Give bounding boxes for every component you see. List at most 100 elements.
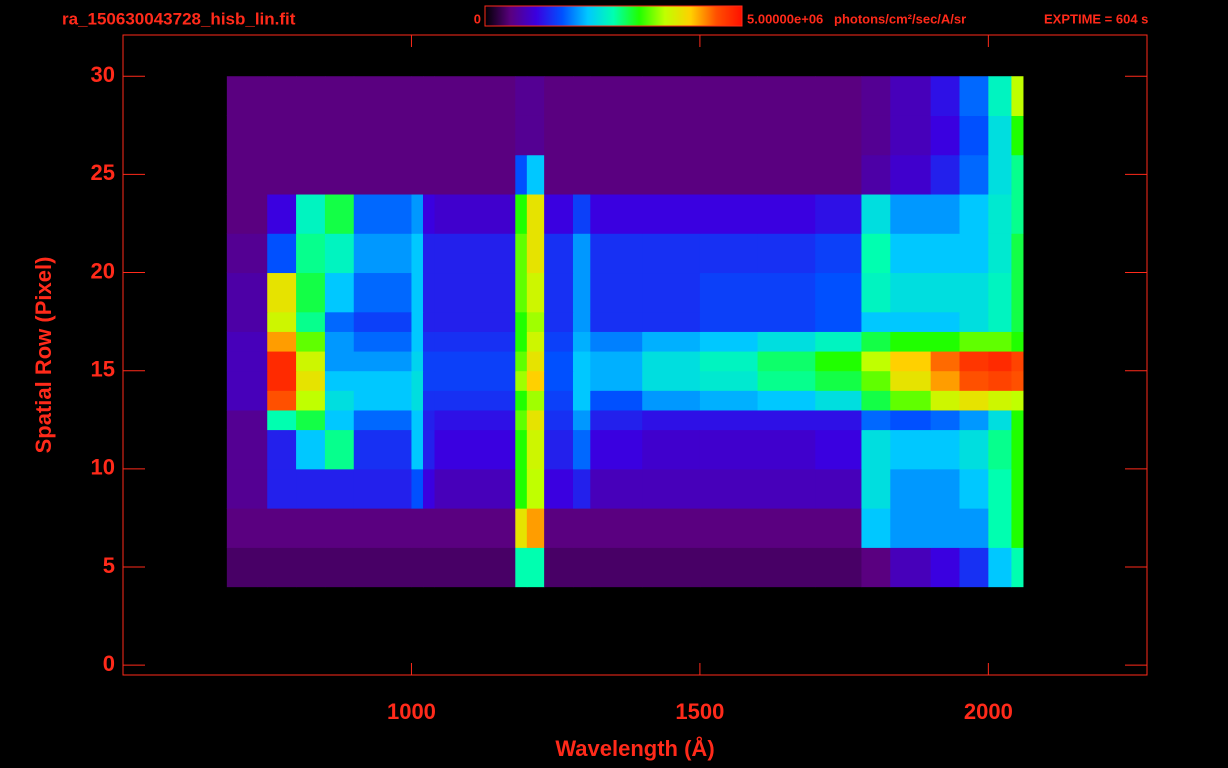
heatmap-cell: [959, 390, 989, 411]
heatmap-cell: [590, 115, 643, 156]
heatmap-cell: [434, 76, 516, 116]
heatmap-cell: [353, 194, 412, 234]
heatmap-cell: [226, 508, 268, 548]
heatmap-cell: [544, 194, 574, 234]
plot-frame: [122, 34, 1148, 676]
heatmap-cell: [959, 468, 989, 509]
heatmap-cell: [815, 331, 862, 352]
y-tick-label: 0: [103, 651, 115, 676]
heatmap-cell: [988, 351, 1012, 372]
heatmap-cell: [544, 468, 574, 509]
colorbar-min-label: 0: [474, 11, 481, 26]
heatmap-cell: [1011, 311, 1024, 332]
heatmap-cell: [590, 351, 643, 372]
heatmap-cell: [642, 429, 701, 470]
heatmap-cell: [988, 272, 1012, 313]
heatmap-cell: [422, 390, 436, 411]
heatmap-cell: [930, 115, 961, 156]
heatmap-cell: [959, 154, 989, 195]
heatmap-cell: [434, 429, 516, 470]
heatmap-cell: [890, 311, 932, 332]
heatmap-cell: [642, 351, 701, 372]
heatmap-cell: [422, 468, 436, 509]
heatmap-cell: [815, 409, 862, 431]
heatmap-cell: [590, 76, 643, 116]
heatmap-cell: [544, 351, 574, 372]
heatmap-cell: [353, 76, 412, 116]
heatmap-cell: [590, 370, 643, 391]
heatmap-cell: [422, 370, 436, 391]
heatmap-cell: [411, 115, 424, 156]
heatmap-cell: [411, 233, 424, 274]
heatmap-cell: [815, 508, 862, 548]
heatmap-cell: [422, 76, 436, 116]
heatmap-cell: [1011, 390, 1024, 411]
heatmap-cell: [296, 547, 326, 588]
heatmap-cell: [861, 390, 891, 411]
heatmap-cell: [353, 351, 412, 372]
heatmap-cell: [699, 370, 759, 391]
heatmap-cell: [572, 409, 591, 431]
heatmap-cell: [757, 547, 816, 588]
heatmap-cell: [544, 409, 574, 431]
heatmap-cell: [572, 468, 591, 509]
heatmap-cell: [434, 409, 516, 431]
heatmap-cell: [515, 429, 528, 470]
heatmap-cell: [988, 233, 1012, 274]
heatmap-cell: [642, 154, 701, 195]
heatmap-cell: [988, 409, 1012, 431]
heatmap-cell: [590, 409, 643, 431]
heatmap-cell: [526, 468, 545, 509]
heatmap-cell: [1011, 409, 1024, 431]
heatmap-cell: [422, 272, 436, 313]
heatmap-cell: [988, 429, 1012, 470]
heatmap-cell: [353, 115, 412, 156]
heatmap-cell: [411, 331, 424, 352]
heatmap-cell: [815, 370, 862, 391]
heatmap-cell: [930, 331, 961, 352]
heatmap-cell: [267, 508, 297, 548]
heatmap-cell: [757, 351, 816, 372]
heatmap-cell: [1011, 194, 1024, 234]
heatmap-cell: [267, 468, 297, 509]
heatmap-cell: [422, 547, 436, 588]
heatmap-cell: [815, 468, 862, 509]
heatmap-cell: [515, 351, 528, 372]
heatmap-cell: [422, 409, 436, 431]
heatmap-cell: [526, 370, 545, 391]
heatmap-cell: [642, 272, 701, 313]
heatmap-cell: [959, 547, 989, 588]
heatmap-cell: [757, 194, 816, 234]
heatmap-cell: [757, 233, 816, 274]
heatmap-cell: [642, 115, 701, 156]
heatmap-cell: [699, 154, 759, 195]
heatmap-cell: [267, 194, 297, 234]
heatmap-cell: [526, 390, 545, 411]
heatmap-cell: [411, 194, 424, 234]
heatmap-cell: [642, 370, 701, 391]
heatmap-cell: [1011, 429, 1024, 470]
heatmap-cell: [572, 390, 591, 411]
heatmap-cell: [988, 468, 1012, 509]
heatmap-cell: [757, 272, 816, 313]
y-tick-label: 10: [91, 455, 115, 480]
heatmap-cell: [434, 468, 516, 509]
heatmap-cell: [226, 311, 268, 332]
heatmap-cell: [930, 409, 961, 431]
heatmap-cell: [815, 272, 862, 313]
heatmap-cell: [1011, 76, 1024, 116]
heatmap-cell: [226, 547, 268, 588]
heatmap-cell: [515, 547, 528, 588]
heatmap-cell: [267, 390, 297, 411]
heatmap-cell: [590, 272, 643, 313]
heatmap-cell: [544, 508, 574, 548]
heatmap-cell: [526, 508, 545, 548]
heatmap-cell: [324, 115, 355, 156]
heatmap-cell: [930, 390, 961, 411]
heatmap-cell: [699, 115, 759, 156]
heatmap-cell: [411, 272, 424, 313]
heatmap-cell: [572, 547, 591, 588]
y-tick-label: 15: [91, 357, 115, 382]
heatmap-cell: [699, 76, 759, 116]
